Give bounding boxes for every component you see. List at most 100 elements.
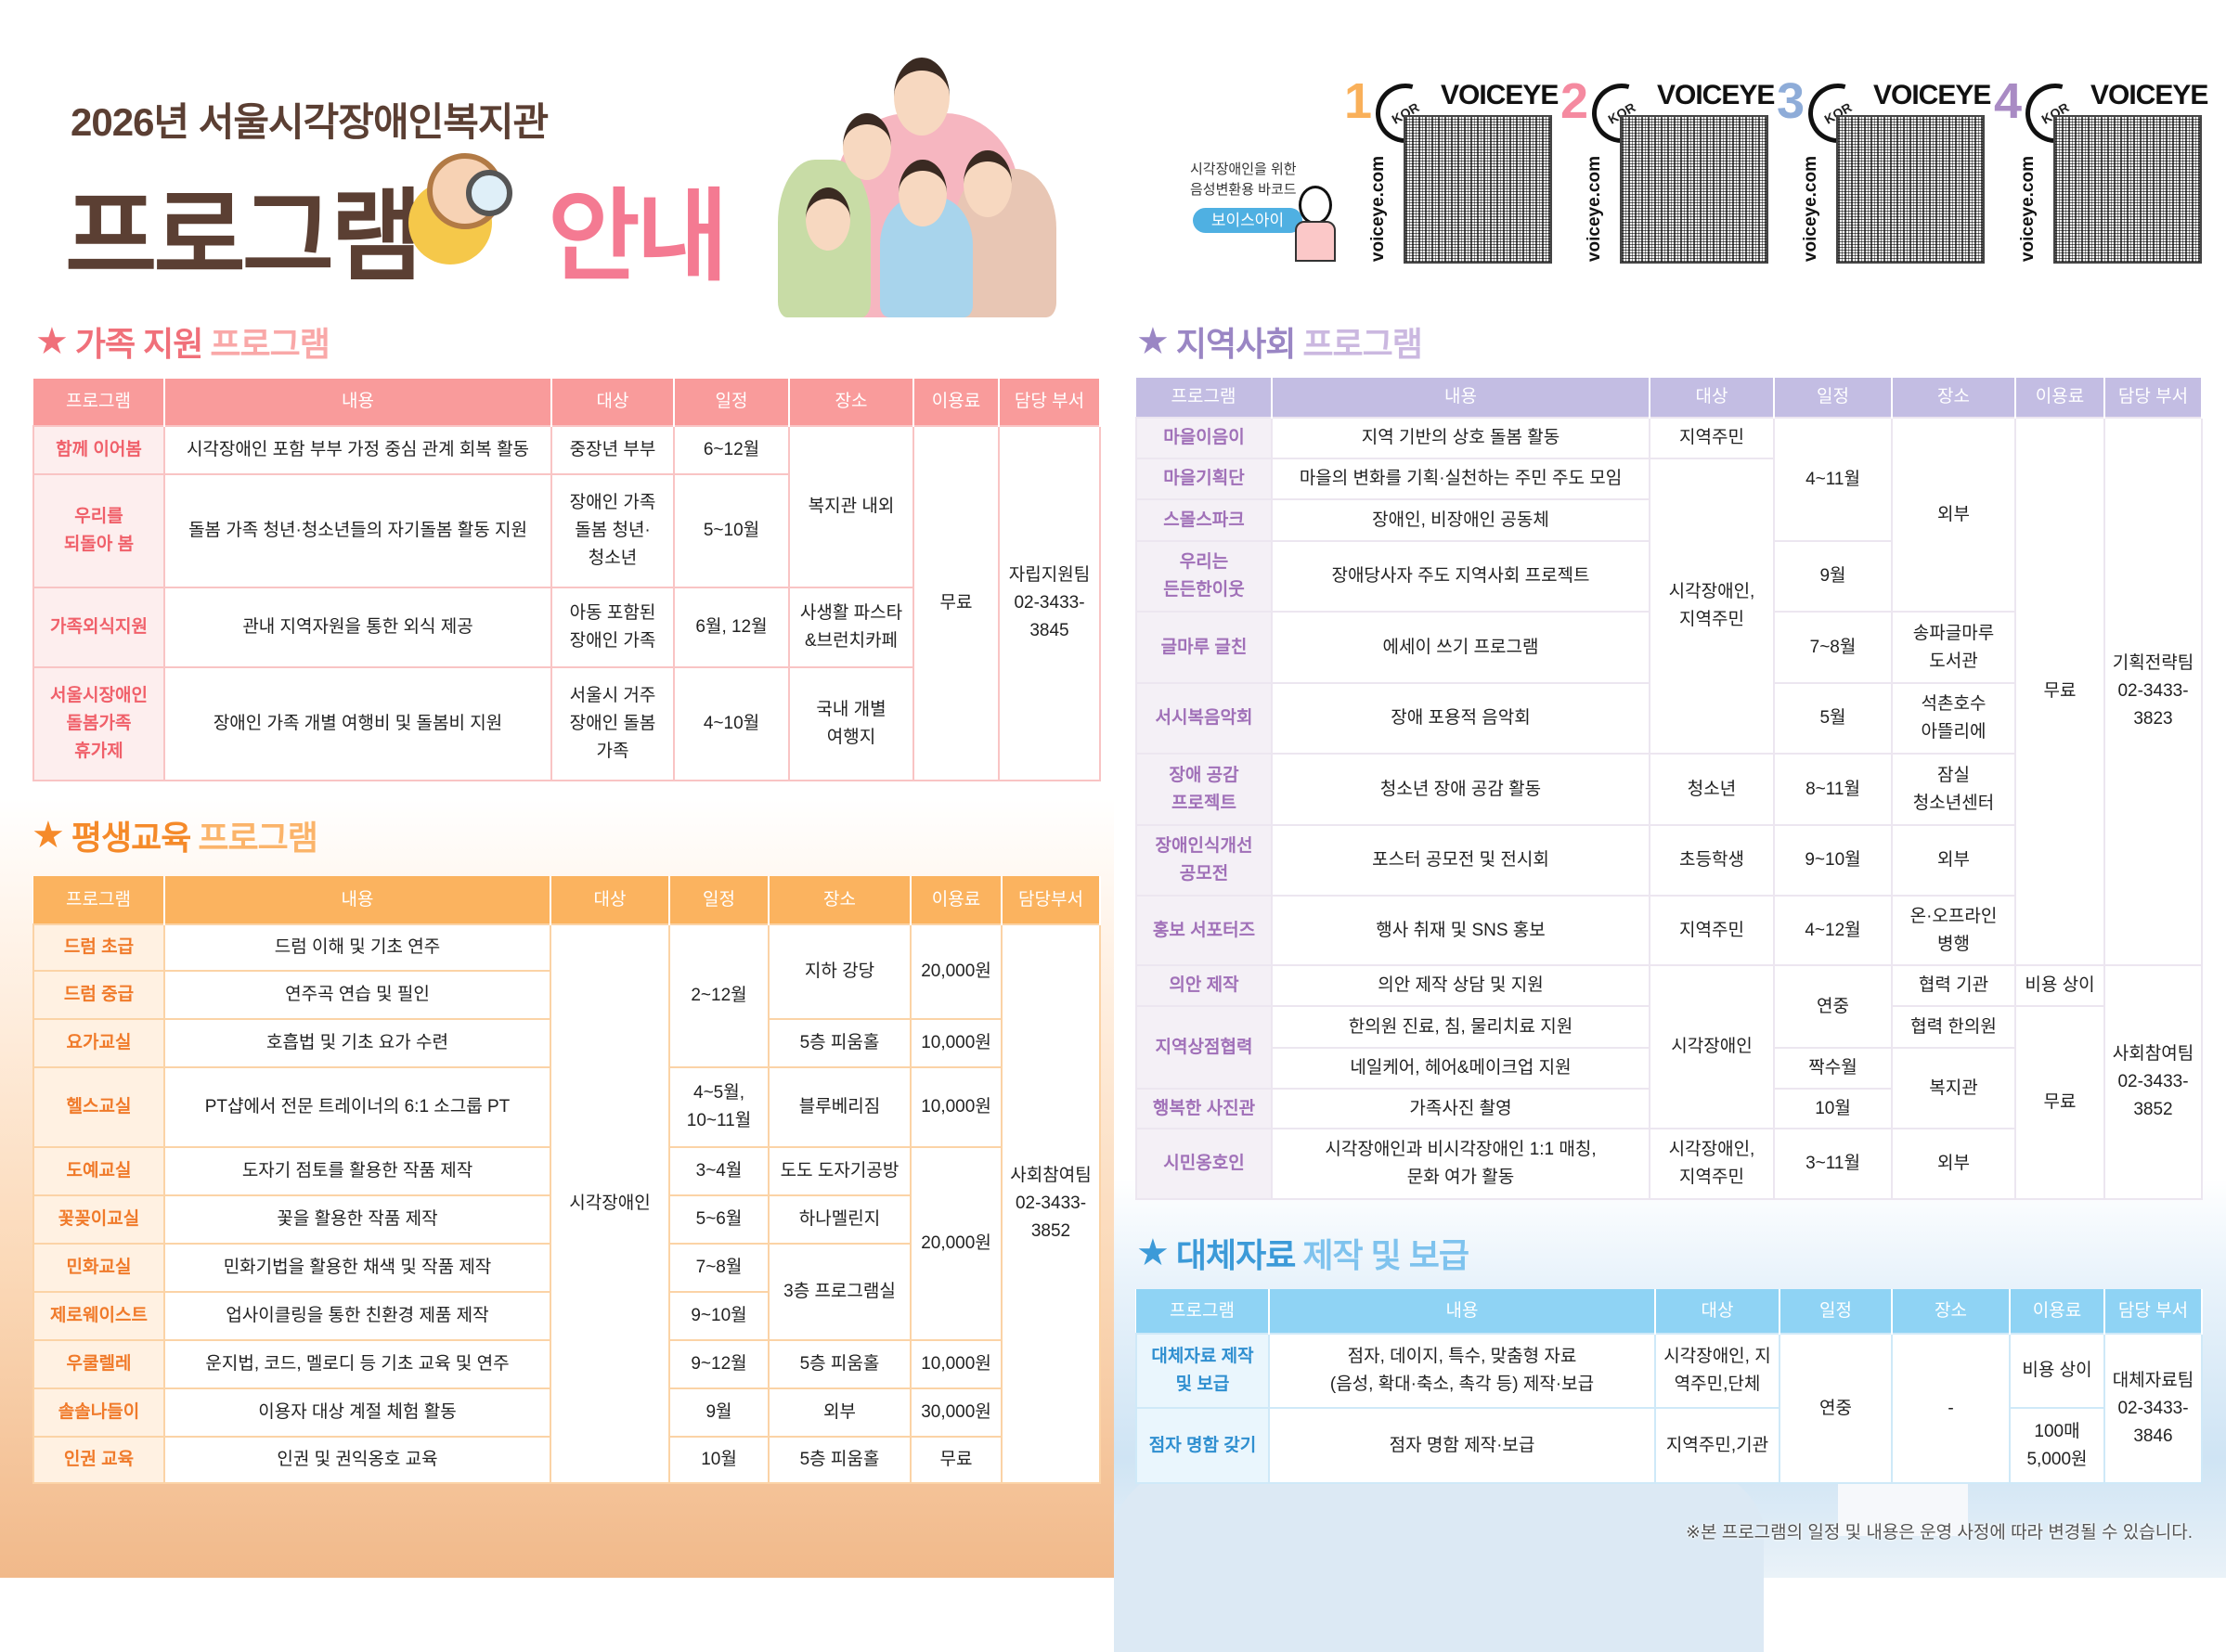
child-magnifier-illustration (408, 153, 512, 265)
table-row: 홍보 서포터즈 행사 취재 및 SNS 홍보 지역주민 4~12월 온·오프라인 병행 (1135, 895, 2202, 966)
table-cell: 5~6월 (668, 1194, 770, 1245)
table-cell: 지역 기반의 상호 돌봄 활동 (1271, 417, 1650, 459)
barcode-number: 1 (1344, 73, 1373, 129)
table-cell: 에세이 쓰기 프로그램 (1271, 611, 1650, 684)
star-icon: ★ (1136, 1233, 1170, 1273)
program-name-cell: 서울시장애인 돌봄가족 휴가제 (32, 666, 165, 781)
voiceeye-url: voiceye.com (1585, 156, 1604, 263)
voiceeye-barcode-icon (1404, 115, 1552, 264)
table-row: 우리를 되돌아 봄 돌봄 가족 청년·청소년들의 자기돌봄 활동 지원 장애인 가족… (32, 473, 1100, 588)
table-cell: 3~11월 (1773, 1128, 1893, 1200)
table-cell: 하나멜린지 (768, 1194, 912, 1245)
table-cell: 청소년 (1649, 753, 1775, 826)
program-name-cell: 장애인식개선 공모전 (1135, 824, 1273, 897)
table-cell: 온·오프라인 병행 (1891, 895, 2016, 966)
table-row: 마을이음이 지역 기반의 상호 돌봄 활동 지역주민 4~11월 외부 무료 기획전략팀 0… (1135, 417, 2203, 966)
table-cell: 복지관 내외 (788, 425, 914, 588)
column-header: 일정 (674, 379, 790, 426)
table-cell: 4~12월 (1773, 895, 1893, 966)
table-row: 솔솔나들이 이용자 대상 계절 체험 활동 9월 외부 30,000원 (32, 1387, 1100, 1438)
section-title-main: 대체자료 (1175, 1236, 1296, 1274)
table-cell: 의안 제작 상담 및 지원 (1271, 964, 1650, 1007)
program-name-cell: 드럼 중급 (32, 970, 165, 1020)
table-cell: 가족사진 촬영 (1271, 1088, 1650, 1129)
table-cell: 초등학생 (1649, 824, 1775, 897)
table-cell: 10,000원 (910, 1018, 1003, 1068)
table-cell: 외부 (768, 1387, 912, 1438)
program-name-cell: 제로웨이스트 (32, 1291, 165, 1341)
alt-materials-table: 프로그램 내용 대상 일정 장소 이용료 담당 부서 대체자료 제작 및 보급 점자, 데이지,… (1135, 1289, 2203, 1484)
program-name-cell: 우리는 든든한이웃 (1135, 540, 1273, 613)
table-cell: 9월 (668, 1387, 770, 1438)
table-row: 대체자료 제작 및 보급 점자, 데이지, 특수, 맞춤형 자료 (음성, 확대·… (1135, 1333, 2203, 1484)
column-header: 일정 (1774, 378, 1893, 418)
table-row: 네일케어, 헤어&메이크업 지원 짝수월 복지관 (1136, 1047, 2202, 1129)
column-header: 프로그램 (33, 876, 165, 924)
table-cell: 대체자료팀 02-3433- 3846 (2103, 1333, 2203, 1484)
table-cell: 무료 (2014, 417, 2105, 966)
table-cell: 석촌호수 아뜰리에 (1891, 682, 2016, 755)
section-title-rest: 프로그램 (1302, 325, 1422, 363)
table-cell: 복지관 (1891, 1047, 2016, 1129)
table-cell: 잠실 청소년센터 (1891, 753, 2016, 826)
section-title-lifelong: ★ 평생교육 프로그램 (32, 811, 318, 859)
voiceeye-logo: VOICEYE (2090, 80, 2208, 110)
voiceeye-url: voiceye.com (1801, 156, 1820, 263)
star-icon: ★ (1136, 321, 1170, 362)
table-cell: 2~12월 (668, 923, 770, 1068)
voiceeye-barcode-panel: 1 KOR VOICEYE voiceye.com (1344, 72, 1559, 264)
table-cell: 드럼 이해 및 기초 연주 (163, 923, 551, 972)
table-cell: 3층 프로그램실 (768, 1243, 912, 1341)
table-cell: 비용 상이 (2009, 1333, 2105, 1409)
table-cell: 시각장애인, 지역주민 (1649, 1128, 1775, 1200)
table-cell: 장애인, 비장애인 공동체 (1271, 498, 1650, 542)
program-name-cell: 민화교실 (32, 1243, 165, 1293)
table-cell: 외부 (1891, 824, 2016, 897)
table-cell: 자립지원팀 02-3433- 3845 (998, 425, 1101, 781)
table-cell: 시각장애인, 지역주민 (1649, 458, 1775, 755)
table-cell: 중장년 부부 (550, 425, 675, 475)
program-name-cell: 요가교실 (32, 1018, 165, 1068)
column-header: 대상 (1650, 378, 1775, 418)
table-cell: 20,000원 (910, 923, 1003, 1020)
table-cell: 3~4월 (668, 1146, 770, 1196)
voiceeye-url: voiceye.com (2018, 156, 2038, 263)
table-cell: 연중 (1773, 964, 1893, 1049)
footer-note: ※본 프로그램의 일정 및 내용은 운영 사정에 따라 변경될 수 있습니다. (1686, 1523, 2193, 1542)
table-cell: 행사 취재 및 SNS 홍보 (1271, 895, 1650, 966)
program-name-cell: 함께 이어봄 (32, 425, 165, 475)
program-name-cell: 가족외식지원 (32, 587, 165, 668)
voiceeye-barcode-panel: 2 KOR VOICEYE voiceye.com (1560, 72, 1775, 264)
barcode-note: 시각장애인을 위한 음성변환용 바코드 (1190, 161, 1297, 198)
column-header: 대상 (551, 379, 675, 426)
table-cell: 돌봄 가족 청년·청소년들의 자기돌봄 활동 지원 (163, 473, 552, 588)
column-header: 담당 부서 (999, 379, 1101, 426)
program-name-cell: 우리를 되돌아 봄 (32, 473, 165, 588)
table-row: 우쿨렐레 운지법, 코드, 멜로디 등 기초 교육 및 연주 9~12월 5층 피움홀… (32, 1339, 1100, 1389)
page-title: 프로그램 (65, 180, 422, 292)
table-cell: 시각장애인 (550, 923, 670, 1484)
table-cell: 비용 상이 (2014, 964, 2105, 1007)
table-cell: 블루베리짐 (768, 1066, 912, 1148)
table-cell: 연중 (1779, 1333, 1893, 1484)
program-name-cell: 대체자료 제작 및 보급 (1135, 1333, 1270, 1409)
section-title-family: ★ 가족 지원 프로그램 (35, 317, 330, 366)
table-cell: PT샵에서 전문 트레이너의 6:1 소그룹 PT (163, 1066, 551, 1148)
column-header: 내용 (164, 876, 551, 924)
voiceeye-barcode-panel: 3 KOR VOICEYE voiceye.com (1777, 72, 1991, 264)
program-name-cell: 스몰스파크 (1135, 498, 1273, 542)
table-cell: 마을의 변화를 기획·실천하는 주민 주도 모임 (1271, 458, 1650, 500)
table-cell: 짝수월 (1773, 1047, 1893, 1090)
column-header: 이용료 (911, 876, 1003, 924)
table-header-row: 프로그램 내용 대상 일정 장소 이용료 담당 부서 (1136, 378, 2203, 418)
table-row: 시민옹호인 시각장애인과 비시각장애인 1:1 매칭, 문화 여가 활동 시각장애인… (1135, 1128, 2202, 1200)
family-illustration (778, 58, 1056, 319)
barcode-number: 3 (1777, 73, 1805, 129)
star-icon: ★ (32, 815, 65, 856)
subtitle: 2026년 서울시각장애인복지관 (71, 100, 549, 144)
table-cell: 관내 지역자원을 통한 외식 제공 (163, 587, 552, 668)
table-cell: 운지법, 코드, 멜로디 등 기초 교육 및 연주 (163, 1339, 551, 1389)
program-name-cell: 지역상점협력 (1135, 1005, 1273, 1090)
table-cell: 장애인 가족 개별 여행비 및 돌봄비 지원 (163, 666, 552, 781)
table-row: 의안 제작 의안 제작 상담 및 지원 시각장애인 연중 협력 기관 비용 상이 사회참여팀… (1135, 964, 2203, 1200)
